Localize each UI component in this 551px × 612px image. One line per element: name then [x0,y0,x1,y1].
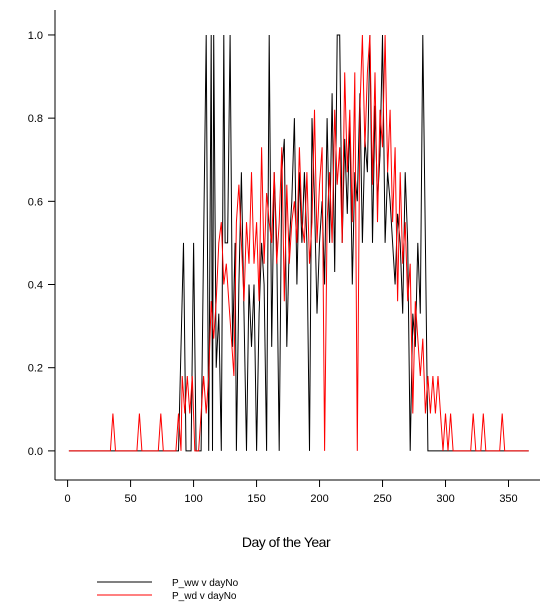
legend-label-wd: P_wd v dayNo [172,591,237,602]
y-tick-label: 0.4 [28,280,43,292]
y-tick-label: 0.6 [28,196,43,208]
y-tick-label: 0.2 [28,363,43,375]
legend: P_ww v dayNo P_wd v dayNo [97,578,239,602]
x-tick-label: 0 [65,493,71,505]
x-axis-title: Day of the Year [242,534,331,550]
series-line-p-wd [68,34,529,452]
y-tick-label: 0.0 [28,446,43,458]
y-tick-label: 0.8 [28,113,43,125]
plot-area [68,34,529,452]
y-axis-ticks: 0.0 0.2 0.4 0.6 0.8 1.0 [28,30,55,458]
y-tick-label: 1.0 [28,30,43,42]
series-line-p-ww [68,34,529,452]
x-axis-ticks: 0 50 100 150 200 250 300 350 [65,480,518,505]
x-tick-label: 150 [247,493,265,505]
x-tick-label: 100 [184,493,202,505]
legend-label-ww: P_ww v dayNo [172,578,239,589]
x-tick-label: 50 [124,493,136,505]
x-tick-label: 200 [310,493,328,505]
x-tick-label: 250 [373,493,391,505]
x-tick-label: 350 [499,493,517,505]
x-tick-label: 300 [436,493,454,505]
